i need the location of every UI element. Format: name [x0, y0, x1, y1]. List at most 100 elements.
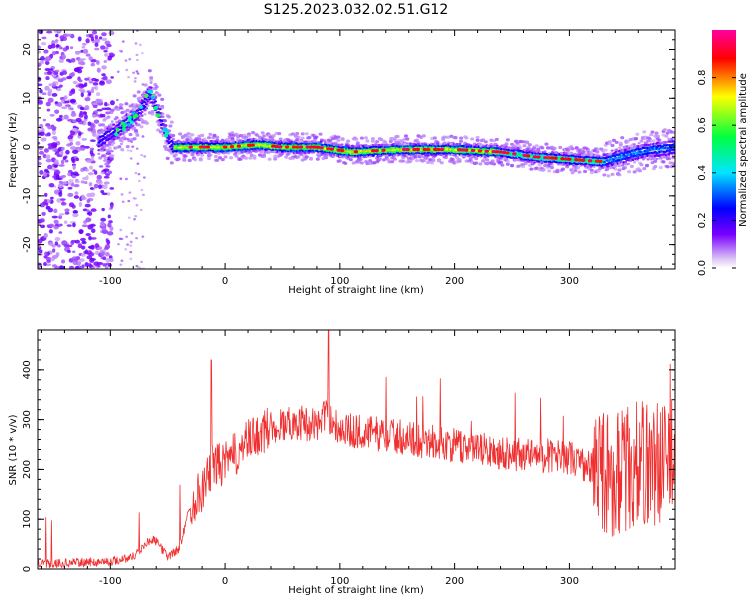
spectrogram-cell: [667, 155, 671, 158]
spectrogram-cell: [421, 134, 426, 138]
spectrogram-cell: [78, 201, 83, 208]
spectrogram-cell: [129, 157, 133, 160]
spectrogram-cell: [62, 156, 67, 161]
bottom-y-axis-label: SNR (10 * v/v): [8, 414, 19, 485]
spectrogram-cell: [38, 161, 42, 166]
spectrogram-cell: [88, 252, 95, 257]
spectrogram-cell: [401, 147, 407, 152]
spectrogram-cell: [46, 108, 51, 112]
spectrogram-cell: [48, 223, 55, 228]
spectrogram-cell: [104, 47, 109, 50]
spectrogram-cell: [494, 137, 499, 142]
spectrogram-cell: [104, 252, 110, 257]
spectrogram-cell: [91, 228, 96, 234]
spectrogram-cell: [644, 164, 649, 168]
spectrogram-cell: [129, 149, 133, 153]
spectrogram-cell: [602, 173, 607, 177]
spectrogram-cell: [142, 193, 145, 197]
spectrogram-cell: [167, 115, 172, 119]
spectrogram-cell: [89, 139, 96, 143]
spectrogram-cell: [70, 99, 76, 104]
spectrogram-cell: [72, 210, 79, 214]
colorbar-ticks: 0.00.20.40.60.8: [697, 70, 736, 276]
spectrogram-cell: [106, 239, 111, 245]
spectrogram-cell: [39, 170, 44, 175]
spectrogram-cell: [117, 145, 122, 149]
spectrogram-cell: [96, 67, 101, 73]
spectrogram-cell: [618, 146, 622, 150]
spectrogram-cell: [79, 265, 84, 269]
spectrogram-cell: [439, 161, 444, 165]
spectrogram-cell: [613, 165, 617, 168]
y-tick-label: 100: [22, 510, 33, 529]
spectrogram-cell: [329, 147, 335, 151]
spectrogram-cell: [129, 244, 133, 247]
spectrogram-cell: [86, 199, 91, 204]
spectrogram-cell: [580, 158, 586, 162]
spectrogram-cell: [140, 114, 144, 117]
spectrogram-cell: [120, 259, 124, 262]
spectrogram-cell: [142, 176, 146, 179]
spectrogram-cell: [58, 58, 64, 63]
spectrogram-cell: [149, 86, 153, 89]
spectrogram-cell: [110, 154, 115, 158]
spectrogram-cell: [90, 36, 95, 42]
spectrogram-cell: [170, 135, 174, 138]
spectrogram-cell: [161, 134, 165, 138]
y-tick-label: 200: [22, 460, 33, 479]
spectrogram-cell: [512, 152, 517, 156]
spectrogram-cell: [220, 158, 225, 162]
spectrogram-cell: [145, 107, 149, 110]
spectrogram-cell: [164, 124, 168, 127]
colorbar-tick-label: 0.2: [697, 212, 708, 228]
spectrogram-cell: [284, 145, 290, 149]
spectrogram-cell: [120, 193, 124, 196]
spectrogram-cell: [39, 123, 44, 129]
spectrogram-cell: [85, 175, 89, 181]
spectrogram-cell: [168, 133, 172, 136]
spectrogram-cell: [573, 169, 578, 173]
spectrogram-cell: [313, 140, 317, 143]
spectrogram-cell: [639, 163, 644, 167]
spectrogram-cell: [68, 179, 74, 183]
spectrogram-cell: [614, 140, 619, 144]
spectrogram-cell: [145, 98, 149, 101]
spectrogram-cell: [132, 115, 137, 119]
spectrogram-cell: [553, 156, 558, 160]
spectrogram-cell: [109, 137, 113, 140]
spectrogram-cell: [650, 130, 655, 134]
spectrogram-cell: [51, 50, 56, 56]
spectrogram-cell: [81, 224, 88, 228]
spectrogram-cell: [610, 143, 615, 148]
spectrogram-cell: [570, 147, 575, 151]
spectrogram-cell: [116, 123, 120, 127]
spectrogram-cell: [78, 66, 84, 70]
spectrogram-cell: [48, 229, 54, 234]
spectrogram-cell: [453, 135, 458, 140]
spectrogram-cell: [83, 114, 88, 120]
spectrogram-cell: [157, 104, 161, 107]
spectrogram-cell: [53, 219, 59, 224]
spectrogram-cell: [521, 159, 525, 162]
spectrogram-cell: [46, 259, 51, 263]
spectrogram-cell: [61, 146, 65, 151]
spectrogram-cell: [224, 140, 228, 143]
spectrogram-cell: [38, 50, 42, 54]
spectrogram-cell: [134, 77, 137, 80]
spectrogram-cell: [143, 155, 147, 158]
spectrogram-cell: [68, 93, 73, 96]
spectrogram-cell: [549, 156, 555, 160]
spectrogram-cell: [324, 156, 329, 160]
spectrogram-cell: [251, 131, 256, 135]
colorbar-tick-label: 0.8: [697, 70, 708, 86]
spectrogram-cell: [505, 162, 510, 166]
spectrogram-cell: [656, 134, 661, 138]
spectrogram-cell: [434, 154, 438, 157]
spectrogram-cell: [250, 143, 255, 147]
spectrogram-cell: [653, 165, 658, 169]
spectrogram-cell: [96, 181, 103, 185]
spectrogram-cell: [390, 160, 395, 164]
spectrogram-cell: [436, 142, 440, 145]
spectrogram-cell: [90, 88, 95, 94]
spectrogram-cell: [112, 141, 116, 145]
